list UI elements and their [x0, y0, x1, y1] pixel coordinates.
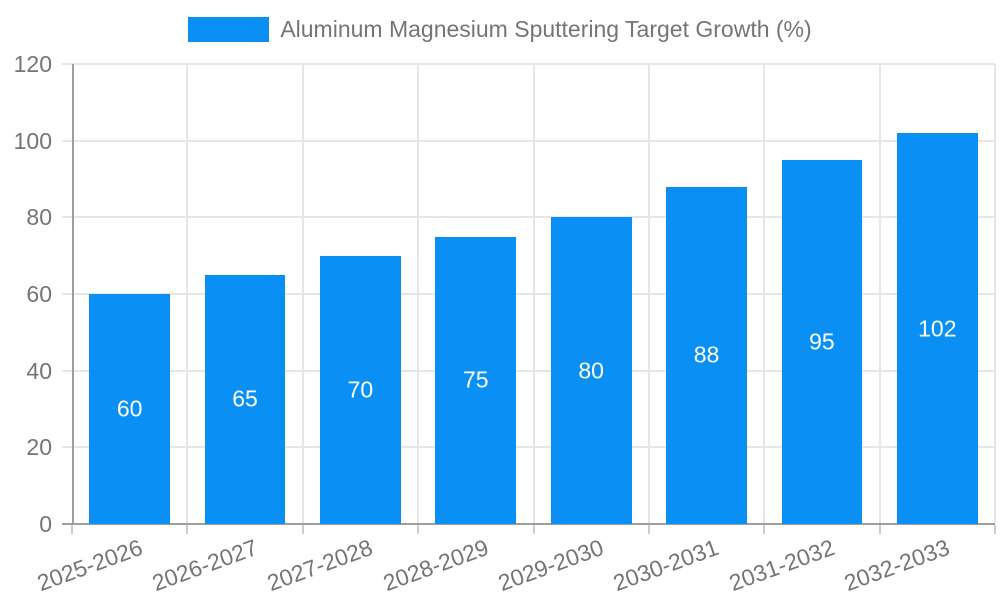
y-tick-label: 40 [26, 357, 52, 384]
gridline-vertical [878, 64, 881, 524]
bar-value-label: 65 [232, 385, 258, 412]
legend[interactable]: Aluminum Magnesium Sputtering Target Gro… [0, 16, 1000, 43]
y-axis-labels: 0 20 40 60 80 100 120 [0, 51, 52, 537]
bar-value-label: 95 [809, 328, 835, 355]
x-tick-label: 2030-2031 [610, 534, 723, 597]
plot-area: 60 65 70 75 80 88 95 102 [62, 63, 996, 525]
y-tick-label: 20 [26, 434, 52, 461]
gridline-horizontal [62, 63, 995, 65]
legend-swatch[interactable] [188, 17, 270, 42]
x-axis-labels: 2025-2026 2026-2027 2027-2028 2028-2029 2029… [33, 524, 996, 600]
y-tick-label: 80 [26, 204, 52, 231]
gridline-horizontal [62, 216, 995, 219]
x-axis-tick [417, 525, 420, 534]
bar-value-label: 75 [463, 366, 489, 393]
bar[interactable]: 70 [320, 255, 401, 524]
bar[interactable]: 65 [204, 274, 286, 524]
x-axis-tick [532, 525, 535, 534]
y-tick-label: 120 [13, 51, 52, 77]
bar-value-label: 88 [693, 341, 720, 368]
bar[interactable]: 88 [666, 186, 747, 524]
x-axis-tick [186, 525, 189, 534]
gridline-vertical [763, 64, 766, 524]
gridline-horizontal [62, 369, 995, 372]
bar[interactable]: 60 [89, 294, 171, 524]
x-tick-label: 2031-2032 [725, 534, 838, 597]
x-axis-tick [994, 525, 996, 534]
gridline-vertical [647, 64, 650, 524]
bar[interactable]: 95 [781, 159, 863, 524]
x-tick-label: 2027-2028 [263, 534, 377, 597]
gridline-vertical [532, 64, 535, 524]
legend-label: Aluminum Magnesium Sputtering Target Gro… [280, 16, 812, 42]
bar-value-label: 70 [347, 376, 374, 403]
y-tick-label: 100 [13, 127, 52, 154]
x-axis-tick [71, 525, 73, 534]
gridline-vertical [301, 64, 304, 524]
x-tick-label: 2028-2029 [379, 534, 492, 597]
bar[interactable]: 75 [435, 236, 517, 524]
x-axis-line [62, 523, 995, 525]
y-tick-label: 60 [26, 281, 52, 307]
bar-value-label: 80 [578, 357, 604, 384]
x-axis-tick [301, 525, 304, 534]
x-axis-tick [878, 525, 881, 534]
bar[interactable]: 102 [896, 133, 978, 524]
bar[interactable]: 80 [550, 217, 632, 524]
x-axis-tick [763, 525, 766, 534]
x-tick-label: 2032-2033 [840, 534, 954, 597]
gridline-vertical [417, 64, 420, 524]
y-tick-label: 0 [39, 511, 52, 537]
x-tick-label: 2029-2030 [494, 534, 608, 597]
gridline-horizontal [62, 293, 995, 295]
x-tick-label: 2025-2026 [33, 534, 146, 597]
x-axis-tick [647, 525, 650, 534]
bar-value-label: 102 [918, 315, 957, 341]
bar-value-label: 60 [116, 395, 143, 422]
gridline-vertical [994, 64, 996, 524]
gridline-vertical [186, 64, 189, 524]
gridline-horizontal [62, 139, 995, 142]
y-axis-line [72, 64, 74, 524]
gridline-horizontal [62, 446, 995, 449]
x-tick-label: 2026-2027 [148, 534, 261, 597]
